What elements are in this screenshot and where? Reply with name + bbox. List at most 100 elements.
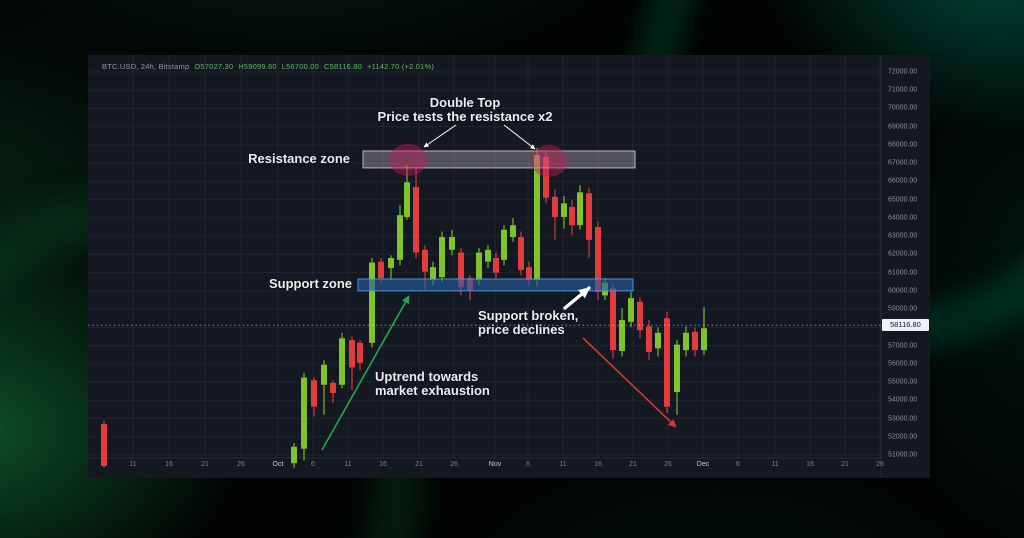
- candle-body: [493, 258, 499, 273]
- candle-body: [449, 237, 455, 250]
- candle-body: [510, 225, 516, 238]
- ticker-high: H59099.60: [238, 62, 277, 71]
- candle-body: [476, 252, 482, 280]
- candle-body: [439, 237, 445, 278]
- time-axis-label: 21: [629, 461, 637, 468]
- time-axis-label: 11: [559, 461, 567, 468]
- pointer-line: [423, 124, 457, 148]
- ticker-open: O57027.30: [194, 62, 234, 71]
- candle-body: [378, 261, 384, 279]
- support-zone-label: Support zone: [268, 276, 352, 291]
- candle-body: [552, 196, 558, 217]
- time-axis-label: 16: [806, 461, 814, 468]
- price-axis-label: 70000.00: [888, 104, 918, 112]
- candle-body: [637, 301, 643, 331]
- candle-body: [561, 203, 567, 217]
- candle-body: [646, 326, 652, 352]
- resistance-zone-label: Resistance zone: [248, 151, 350, 166]
- time-axis-label: 11: [129, 461, 137, 468]
- time-axis-label: 26: [664, 461, 672, 468]
- candle-body: [311, 380, 317, 407]
- candle-body: [595, 227, 601, 292]
- candle-body: [577, 192, 583, 226]
- price-axis-label: 66000.00: [888, 177, 918, 185]
- candle-body: [301, 377, 307, 449]
- price-axis-label: 56000.00: [888, 360, 918, 368]
- time-axis-label: 16: [165, 461, 173, 468]
- current-price-tag: 58116.80: [882, 319, 929, 332]
- price-axis-label: 68000.00: [888, 141, 918, 149]
- time-axis-label: Nov: [488, 461, 502, 468]
- pointer-line: [503, 124, 536, 150]
- support-zone-rect: [357, 278, 634, 292]
- ticker-change: +1142.70 (+2.01%): [366, 62, 435, 71]
- time-axis-label: Dec: [696, 461, 710, 468]
- candle-body: [701, 328, 707, 351]
- time-axis-label: 6: [311, 461, 315, 468]
- candle-body: [586, 193, 592, 240]
- ticker-symbol: BTC.USD, 24h, Bitstamp: [102, 62, 190, 71]
- price-axis-label: 53000.00: [888, 415, 918, 423]
- time-axis-label: 11: [344, 461, 352, 468]
- candle-body: [430, 267, 436, 280]
- support-broken-line1: Support broken,: [478, 308, 579, 323]
- ticker-low: L56700.00: [281, 62, 320, 71]
- price-axis-label: 64000.00: [888, 214, 918, 222]
- candle-body: [628, 298, 634, 322]
- ticker-close: C58116.80: [324, 62, 362, 71]
- candle-body: [534, 154, 540, 280]
- price-axis-label: 63000.00: [888, 232, 918, 240]
- double-top-line1: Double Top: [429, 95, 501, 110]
- uptrend-line2: market exhaustion: [375, 383, 490, 398]
- resistance-zone-rect: [362, 150, 636, 169]
- price-axis-label: 60000.00: [888, 287, 918, 295]
- support-broken-arrow: [563, 286, 591, 310]
- price-axis-label: 65000.00: [888, 196, 918, 204]
- candle-body: [501, 229, 507, 260]
- candle-body: [674, 344, 680, 393]
- candle-body: [543, 156, 549, 198]
- price-axis-label: 71000.00: [888, 86, 918, 94]
- candle-body: [458, 252, 464, 288]
- candle-body: [610, 288, 616, 351]
- time-axis-label: 21: [841, 461, 849, 468]
- candle-body: [664, 318, 670, 407]
- double-top-circle: [531, 145, 567, 177]
- price-axis-label: 67000.00: [888, 159, 918, 167]
- ticker-bar: BTC.USD, 24h, Bitstamp O57027.30 H59099.60…: [102, 62, 434, 71]
- price-axis-label: 69000.00: [888, 123, 918, 131]
- chart-panel: BTC.USD, 24h, Bitstamp O57027.30 H59099.60…: [88, 55, 930, 478]
- candle-body: [569, 206, 575, 226]
- price-axis-label: 51000.00: [888, 451, 918, 459]
- time-axis-label: 26: [876, 461, 884, 468]
- candle-body: [388, 258, 394, 269]
- price-axis-label: 59000.00: [888, 305, 918, 313]
- candle-body: [330, 382, 336, 393]
- candle-body: [518, 237, 524, 270]
- candle-body: [692, 331, 698, 351]
- candle-body: [422, 249, 428, 272]
- uptrend-annotation: Uptrend towards market exhaustion: [375, 370, 490, 398]
- candle-body: [369, 262, 375, 343]
- time-axis-label: 6: [736, 461, 740, 468]
- time-axis-label: 11: [771, 461, 779, 468]
- candle-body: [339, 338, 345, 385]
- uptrend-line1: Uptrend towards: [375, 369, 479, 384]
- candle-body: [101, 423, 107, 466]
- candle-body: [683, 332, 689, 351]
- support-broken-line2: price declines: [478, 322, 565, 337]
- support-broken-annotation: Support broken, price declines: [478, 309, 578, 337]
- candle-body: [485, 249, 491, 262]
- price-axis-label: 72000.00: [888, 68, 918, 76]
- candle-body: [655, 332, 661, 349]
- chart-canvas[interactable]: [88, 55, 930, 478]
- candle-body: [357, 342, 363, 363]
- price-axis-label: 57000.00: [888, 342, 918, 350]
- time-axis-label: 26: [450, 461, 458, 468]
- time-axis-label: 21: [415, 461, 423, 468]
- price-axis-label: 62000.00: [888, 250, 918, 258]
- time-axis-label: 16: [594, 461, 602, 468]
- candle-body: [404, 182, 410, 217]
- time-axis-label: Oct: [272, 461, 284, 468]
